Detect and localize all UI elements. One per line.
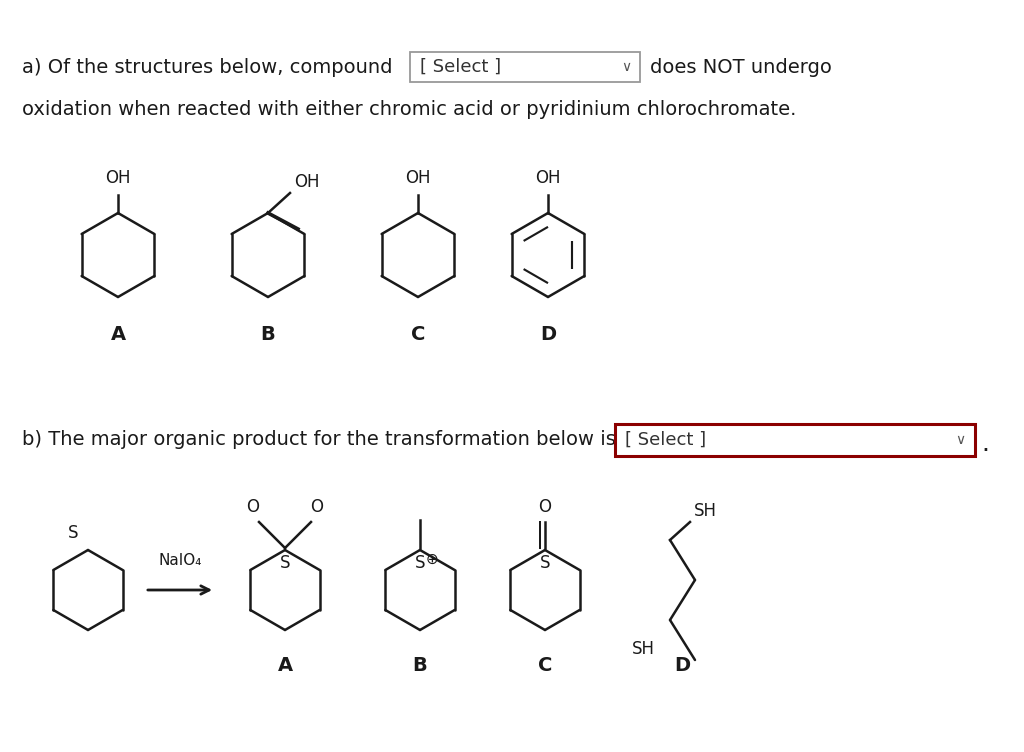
Text: S: S — [68, 524, 78, 542]
Text: ⊕: ⊕ — [426, 552, 438, 567]
FancyBboxPatch shape — [410, 52, 640, 82]
Text: oxidation when reacted with either chromic acid or pyridinium chlorochromate.: oxidation when reacted with either chrom… — [22, 100, 797, 119]
Text: O: O — [310, 498, 324, 516]
Text: ∨: ∨ — [621, 60, 631, 74]
Text: D: D — [674, 656, 690, 675]
Text: O: O — [539, 498, 552, 516]
Text: does NOT undergo: does NOT undergo — [650, 58, 831, 77]
Text: [ Select ]: [ Select ] — [420, 58, 501, 76]
Text: SH: SH — [632, 640, 655, 658]
Text: OH: OH — [294, 173, 319, 191]
Text: D: D — [540, 325, 556, 344]
Text: a) Of the structures below, compound: a) Of the structures below, compound — [22, 58, 392, 77]
Text: b) The major organic product for the transformation below is: b) The major organic product for the tra… — [22, 430, 615, 449]
Text: ∨: ∨ — [955, 433, 965, 447]
FancyBboxPatch shape — [615, 424, 975, 456]
Text: B: B — [413, 656, 427, 675]
Text: OH: OH — [536, 169, 561, 187]
Text: NaIO₄: NaIO₄ — [159, 553, 202, 568]
Text: S: S — [415, 554, 425, 572]
Text: B: B — [261, 325, 275, 344]
Text: S: S — [280, 554, 290, 572]
Text: OH: OH — [406, 169, 431, 187]
Text: A: A — [278, 656, 293, 675]
Text: .: . — [981, 432, 989, 456]
Text: C: C — [411, 325, 425, 344]
Text: OH: OH — [105, 169, 131, 187]
Text: C: C — [538, 656, 552, 675]
Text: A: A — [111, 325, 126, 344]
Text: SH: SH — [694, 502, 717, 520]
Text: O: O — [247, 498, 259, 516]
Text: [ Select ]: [ Select ] — [625, 431, 707, 449]
Text: S: S — [540, 554, 550, 572]
